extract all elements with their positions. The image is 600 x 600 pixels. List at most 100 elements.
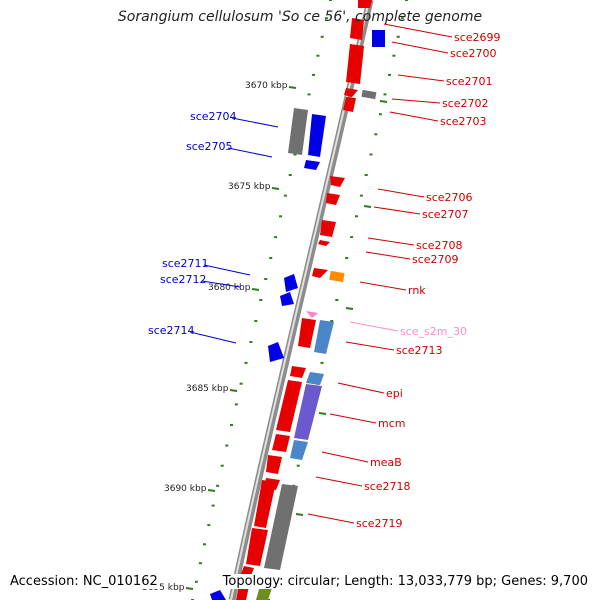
leader-sce2713 (345, 341, 395, 351)
label-sce2703[interactable]: sce2703 (440, 115, 487, 128)
gene-sce2701[interactable] (350, 18, 364, 40)
ring-dot (355, 215, 358, 218)
gene-sce2719-red[interactable] (254, 480, 276, 528)
gene-sce2722-olive[interactable] (256, 586, 272, 600)
left-leaders (189, 117, 279, 344)
label-sce2714[interactable]: sce2714 (148, 324, 195, 337)
label-sce2702[interactable]: sce2702 (442, 97, 489, 110)
ring-dot (264, 278, 268, 280)
gene-sce2705[interactable] (308, 114, 326, 157)
ring-dot (207, 524, 211, 527)
leader-sce2706 (377, 188, 425, 198)
ring-dot (230, 424, 233, 426)
kbp-scale: 3670 kbp 3675 kbp 3680 kbp 3685 kbp 3690… (142, 81, 297, 593)
leader-sce2701 (397, 74, 445, 82)
label-sce2713[interactable]: sce2713 (396, 344, 443, 357)
label-rnk[interactable]: rnk (408, 284, 426, 297)
leader-sce2709 (365, 251, 411, 260)
label-meaB[interactable]: meaB (370, 456, 402, 469)
gene-sce2702b[interactable] (361, 89, 377, 100)
ring-dot (194, 580, 198, 583)
label-sce2699[interactable]: sce2699 (454, 31, 501, 44)
gene-sce2713[interactable] (314, 320, 334, 354)
gene-epi-red[interactable] (290, 366, 306, 378)
label-sce2707[interactable]: sce2707 (422, 208, 469, 221)
ring-dot (293, 153, 297, 156)
gene-sce2707[interactable] (326, 193, 340, 205)
gene-meaB[interactable] (290, 440, 308, 460)
leader-sce2712 (201, 280, 241, 288)
gene-sce2708[interactable] (320, 220, 336, 237)
gene-mcm-red[interactable] (276, 380, 302, 432)
leader-sce2719 (307, 513, 355, 524)
gene-sce2701b[interactable] (346, 44, 364, 84)
gene-mcm[interactable] (294, 384, 322, 440)
gene-epi[interactable] (306, 372, 324, 385)
gene-sce2710[interactable] (312, 268, 328, 278)
kbp-label: 3675 kbp (228, 182, 271, 192)
leader-sce2703 (389, 111, 439, 122)
label-sce2705[interactable]: sce2705 (186, 140, 233, 153)
ring-dot (307, 93, 311, 96)
gene-sce2719[interactable] (264, 484, 298, 570)
gene-sce2712[interactable] (280, 292, 294, 306)
kbp-label: 3685 kbp (186, 384, 229, 394)
label-sce2700[interactable]: sce2700 (450, 47, 497, 60)
leader-sce2705 (227, 147, 273, 158)
gene-sce2723[interactable] (210, 590, 226, 600)
right-leaders (307, 23, 453, 524)
label-mcm[interactable]: mcm (378, 417, 405, 430)
leader-sce-s2m-30 (349, 321, 399, 332)
label-sce2706[interactable]: sce2706 (426, 191, 473, 204)
gene-sce2700[interactable] (372, 30, 385, 47)
leader-sce2711 (203, 264, 251, 276)
kbp-label: 3695 kbp (142, 583, 185, 593)
gene-sce2705-tip[interactable] (304, 160, 320, 170)
minor-ticks (295, 100, 388, 516)
ring-dot (405, 0, 408, 1)
leader-sce2699 (383, 23, 453, 38)
gene-sce2711[interactable] (284, 274, 298, 292)
kbp-tick (251, 288, 260, 291)
ring-dot (392, 54, 396, 57)
label-sce2719[interactable]: sce2719 (356, 517, 403, 530)
ring-dot (335, 299, 339, 301)
ring-dot (369, 153, 373, 156)
label-sce2704[interactable]: sce2704 (190, 110, 237, 123)
gene-sce2702[interactable] (344, 88, 358, 97)
gene-sce2709[interactable] (318, 240, 330, 246)
label-sce2709[interactable]: sce2709 (412, 253, 459, 266)
label-epi[interactable]: epi (386, 387, 403, 400)
minor-tick (318, 412, 327, 415)
label-sce-s2m-30[interactable]: sce_s2m_30 (400, 325, 467, 338)
ring-dot (396, 35, 400, 38)
kbp-label: 3670 kbp (245, 81, 288, 91)
ring-dot (254, 320, 258, 322)
ring-dot (283, 194, 287, 197)
label-sce2701[interactable]: sce2701 (446, 75, 493, 88)
leader-rnk (359, 281, 407, 291)
gene-sce2704[interactable] (288, 108, 308, 155)
gene-sce2706[interactable] (330, 176, 345, 187)
ring-dot (274, 236, 278, 239)
label-sce2712[interactable]: sce2712 (160, 273, 207, 286)
gene-sce-s2m-30[interactable] (306, 311, 318, 318)
kbp-tick (207, 489, 216, 492)
ring-dot (329, 0, 332, 1)
gene-rnk[interactable] (329, 270, 345, 283)
gene-sce2699[interactable] (358, 0, 372, 8)
gene-sce2703[interactable] (343, 97, 356, 112)
ring-dot (388, 73, 391, 76)
label-sce2718[interactable]: sce2718 (364, 480, 411, 493)
gene-sce2714[interactable] (268, 342, 284, 362)
label-sce2711[interactable]: sce2711 (162, 257, 209, 270)
label-sce2708[interactable]: sce2708 (416, 239, 463, 252)
gene-sce2720-red[interactable] (246, 528, 268, 566)
gene-sce2718-red[interactable] (266, 455, 282, 474)
gene-sce2713-red[interactable] (298, 318, 316, 348)
reverse-genes (210, 274, 298, 600)
leader-sce2708 (367, 237, 415, 246)
ring-dot (239, 382, 243, 385)
ring-dot (211, 504, 215, 507)
gene-meaB-red[interactable] (272, 434, 290, 452)
